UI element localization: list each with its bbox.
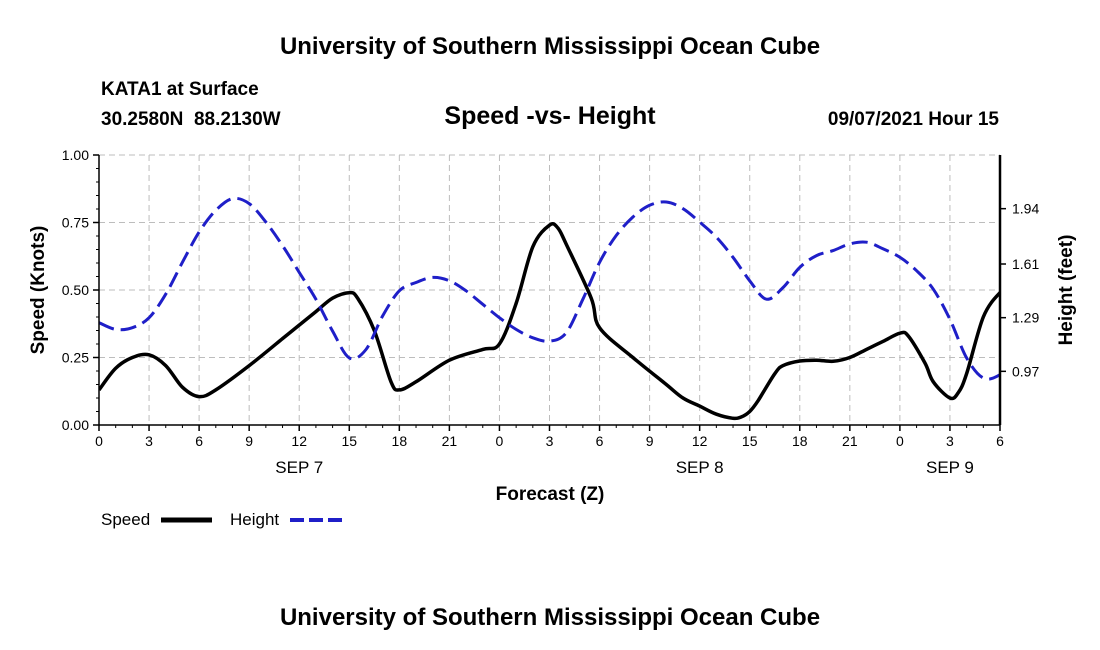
y-axis-right-title: Height (feet) — [1056, 235, 1077, 346]
x-tick-label: 18 — [392, 433, 408, 449]
station-coords: 30.2580N 88.2130W — [101, 109, 281, 130]
x-tick-label: 3 — [145, 433, 153, 449]
y-right-tick-label: 1.61 — [1012, 256, 1039, 272]
header-bottom: University of Southern Mississippi Ocean… — [280, 604, 820, 631]
series-lines — [99, 196, 1000, 421]
y-axis-left-title: Speed (Knots) — [28, 226, 49, 355]
y-left-tick-label: 0.75 — [62, 215, 89, 231]
x-tick-label: 9 — [245, 433, 253, 449]
x-tick-label: 0 — [496, 433, 504, 449]
y-left-tick-label: 0.25 — [62, 350, 89, 366]
axis-tick-labels: 0 3 6 9 12 15 18 21 0 3 6 9 12 15 18 21 0 3 6 0.00 0.25 0.50 0… — [62, 147, 1040, 477]
y-right-tick-label: 1.94 — [1012, 201, 1039, 217]
x-tick-label: 6 — [195, 433, 203, 449]
x-tick-label: 6 — [596, 433, 604, 449]
y-left-tick-label: 0.50 — [62, 282, 89, 298]
x-tick-label: 12 — [291, 433, 307, 449]
x-tick-label: 0 — [95, 433, 103, 449]
x-tick-label: 9 — [646, 433, 654, 449]
legend-height-label: Height — [230, 510, 279, 529]
x-tick-label: 6 — [996, 433, 1004, 449]
x-tick-label: 15 — [341, 433, 357, 449]
legend-speed-label: Speed — [101, 510, 150, 529]
x-tick-label: 3 — [546, 433, 554, 449]
station-name: KATA1 at Surface — [101, 79, 259, 100]
legend: Speed Height — [101, 510, 342, 529]
chart-title: Speed -vs- Height — [444, 102, 656, 130]
header-top: University of Southern Mississippi Ocean… — [280, 33, 820, 60]
x-axis-title: Forecast (Z) — [496, 484, 605, 505]
x-tick-label: 3 — [946, 433, 954, 449]
x-tick-label: 15 — [742, 433, 758, 449]
y-right-tick-label: 0.97 — [1012, 363, 1039, 379]
y-left-tick-label: 0.00 — [62, 417, 89, 433]
y-right-tick-label: 1.29 — [1012, 310, 1039, 326]
x-tick-label: 18 — [792, 433, 808, 449]
series-height-line — [99, 196, 1000, 381]
series-speed-line — [99, 222, 1000, 421]
x-tick-label: 21 — [442, 433, 458, 449]
grid-lines — [99, 154, 1000, 425]
y-left-tick-label: 1.00 — [62, 147, 89, 163]
axis-ticks — [93, 154, 1006, 431]
x-tick-label: 21 — [842, 433, 858, 449]
x-tick-label: 0 — [896, 433, 904, 449]
date-label: SEP 8 — [676, 458, 724, 477]
date-label: SEP 7 — [275, 458, 323, 477]
x-tick-label: 12 — [692, 433, 708, 449]
date-label: SEP 9 — [926, 458, 974, 477]
timestamp: 09/07/2021 Hour 15 — [828, 109, 1000, 130]
